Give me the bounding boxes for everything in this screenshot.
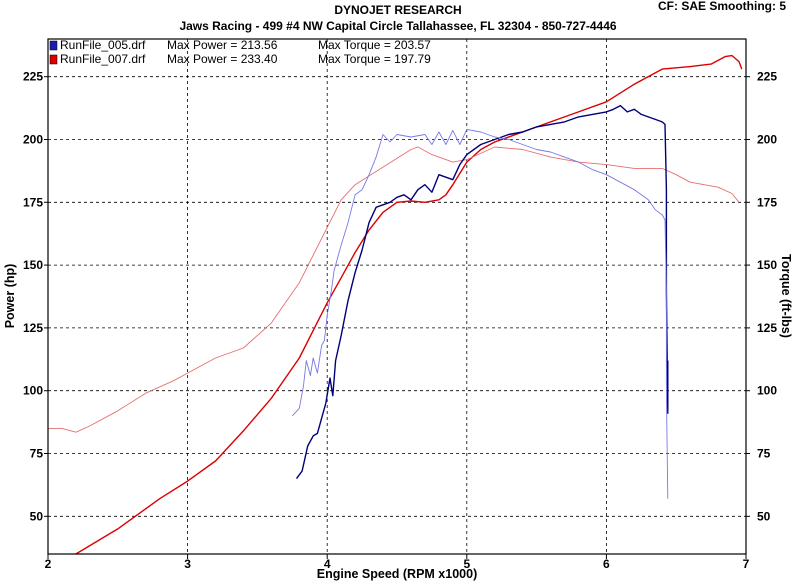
settings-label: CF: SAE Smoothing: 5 bbox=[658, 0, 786, 13]
series-layer bbox=[48, 54, 743, 554]
x-tick-label: 5 bbox=[463, 557, 470, 571]
series-run007-power-line bbox=[74, 54, 743, 554]
legend-swatch bbox=[49, 40, 58, 51]
y-left-tick-label: 50 bbox=[30, 509, 44, 523]
chart-subtitle: Jaws Racing - 499 #4 NW Capital Circle T… bbox=[179, 19, 616, 33]
y-left-tick-label: 100 bbox=[23, 384, 43, 398]
x-axis-title: Engine Speed (RPM x1000) bbox=[317, 567, 477, 581]
y-axis-right-title: Torque (ft-lbs) bbox=[779, 254, 793, 338]
series-run005-torque-line bbox=[291, 128, 669, 499]
y-axis-right: 50 75 100 125 150 175 200 225 bbox=[746, 70, 777, 523]
x-tick-label: 7 bbox=[743, 557, 750, 571]
legend: RunFile_005.drf Max Power = 213.56 Max Tor… bbox=[49, 38, 431, 66]
x-tick-label: 2 bbox=[45, 557, 52, 571]
x-tick-label: 6 bbox=[603, 557, 610, 571]
legend-file: RunFile_005.drf bbox=[60, 38, 146, 52]
y-left-tick-label: 75 bbox=[30, 447, 44, 461]
y-left-tick-label: 150 bbox=[23, 258, 43, 272]
y-left-tick-label: 200 bbox=[23, 132, 43, 146]
legend-max-power: Max Power = 233.40 bbox=[167, 52, 278, 66]
legend-swatch bbox=[49, 54, 58, 65]
y-left-tick-label: 225 bbox=[23, 70, 43, 84]
y-right-tick-label: 75 bbox=[757, 447, 771, 461]
y-right-tick-label: 125 bbox=[757, 321, 777, 335]
series-group bbox=[48, 54, 743, 554]
y-right-tick-label: 175 bbox=[757, 195, 777, 209]
y-right-tick-label: 100 bbox=[757, 384, 777, 398]
x-axis: 2 3 4 5 6 7 bbox=[45, 554, 750, 571]
series-run005-power-line bbox=[295, 104, 669, 480]
chart-title: DYNOJET RESEARCH bbox=[334, 3, 461, 17]
legend-max-torque: Max Torque = 203.57 bbox=[318, 38, 431, 52]
x-tick-label: 4 bbox=[324, 557, 331, 571]
plot-frame bbox=[47, 38, 747, 555]
legend-file: RunFile_007.drf bbox=[60, 52, 146, 66]
series-run007-torque-line bbox=[48, 146, 740, 433]
y-axis-left-title: Power (hp) bbox=[3, 264, 17, 329]
legend-max-torque: Max Torque = 197.79 bbox=[318, 52, 431, 66]
y-right-tick-label: 225 bbox=[757, 70, 777, 84]
y-right-tick-label: 50 bbox=[757, 509, 771, 523]
y-axis-left: 50 75 100 125 150 175 200 225 bbox=[23, 70, 48, 523]
legend-max-power: Max Power = 213.56 bbox=[167, 38, 278, 52]
y-right-tick-label: 200 bbox=[757, 132, 777, 146]
y-right-tick-label: 150 bbox=[757, 258, 777, 272]
y-left-tick-label: 125 bbox=[23, 321, 43, 335]
y-left-tick-label: 175 bbox=[23, 195, 43, 209]
x-tick-label: 3 bbox=[184, 557, 191, 571]
